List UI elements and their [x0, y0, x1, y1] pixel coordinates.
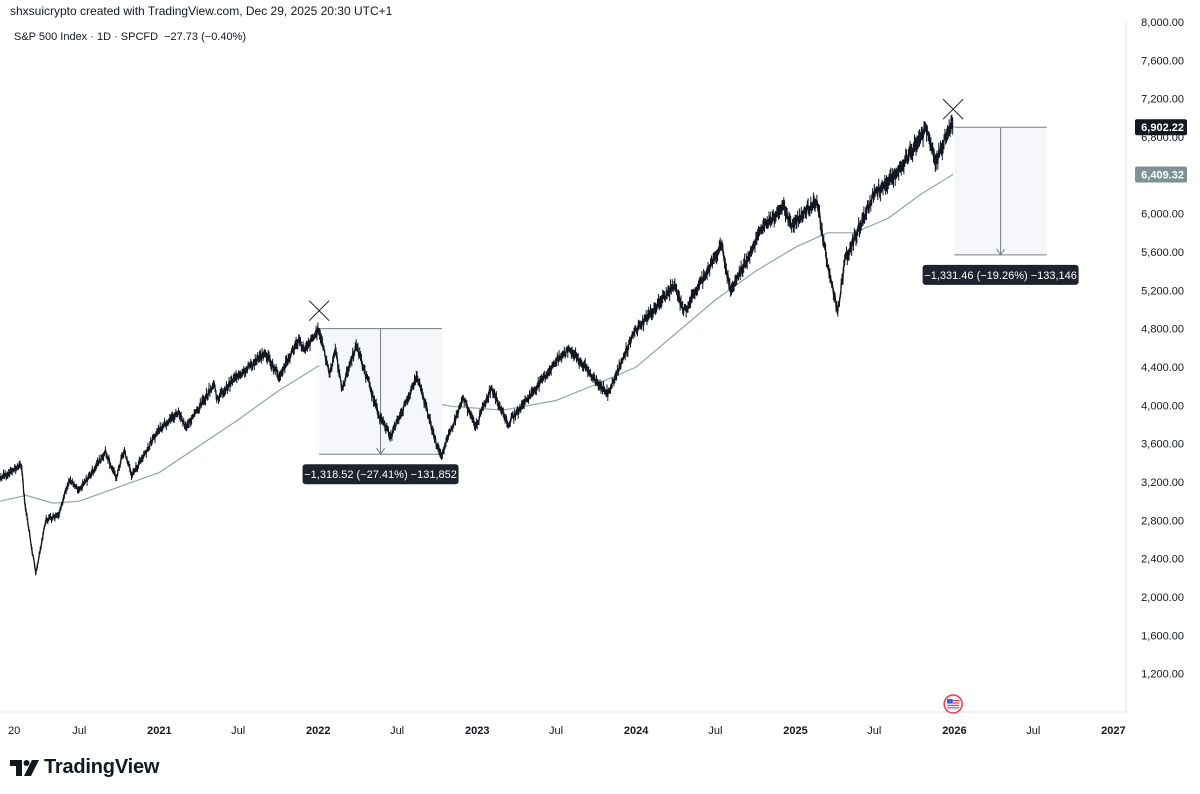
x-tick-label: 2024 — [624, 725, 649, 737]
flag-stripe — [947, 700, 960, 702]
x-tick-label: 2026 — [942, 725, 966, 737]
y-tick-label: 2,000.00 — [1141, 592, 1184, 604]
top-bar: shxsuicrypto created with TradingView.co… — [0, 0, 1200, 22]
x-tick-label: Jul — [231, 725, 245, 737]
x-axis[interactable]: 20 Jul 2021 Jul 2022 Jul 2023 Jul 2024 Jul 2025 Jul… — [8, 725, 1126, 737]
y-tick-label: 6,000.00 — [1141, 209, 1184, 221]
symbol-name: S&P 500 Index · 1D · SPCFD — [14, 31, 159, 43]
us-flag-icon[interactable] — [943, 694, 963, 714]
x-tick-label: 2023 — [465, 725, 489, 737]
y-tick-label: 2,800.00 — [1141, 515, 1184, 527]
symbol-legend[interactable]: S&P 500 Index · 1D · SPCFD −27.73 (−0.40%… — [14, 31, 246, 43]
tradingview-wordmark: TradingView — [44, 756, 160, 778]
y-axis[interactable]: 8,000.007,600.007,200.006,800.006,400.00… — [1141, 17, 1184, 681]
x-tick-label: 2027 — [1101, 725, 1125, 737]
y-tick-label: 4,000.00 — [1141, 400, 1184, 412]
y-tick-label: 2,400.00 — [1141, 554, 1184, 566]
cross-marker-2 — [942, 98, 964, 120]
y-tick-label: 3,200.00 — [1141, 477, 1184, 489]
x-tick-label: Jul — [390, 725, 404, 737]
tradingview-logo-icon — [10, 759, 39, 776]
x-tick-label: 20 — [8, 725, 20, 737]
x-tick-label: 2025 — [783, 725, 807, 737]
flag-stripe — [947, 702, 960, 704]
price-label-box — [1135, 119, 1187, 136]
moving-average-line — [0, 173, 954, 504]
measure-layer: −1,318.52 (−27.41%) −131,852 −1,331.46 (−… — [302, 126, 1079, 485]
measure-label-box — [922, 264, 1079, 285]
cross-marker-1 — [308, 300, 330, 322]
x-tick-label: Jul — [867, 725, 881, 737]
marker-layer — [308, 98, 964, 322]
price-labels: 6,902.22 6,409.32 — [1135, 119, 1187, 183]
measure-label: −1,331.46 (−19.26%) −133,146 — [924, 270, 1077, 282]
y-tick-label: 5,200.00 — [1141, 285, 1184, 297]
chart-credit: shxsuicrypto created with TradingView.co… — [10, 4, 393, 18]
price-series-layer — [0, 114, 954, 576]
measure-arrow-head — [996, 248, 1006, 256]
price-label: 6,902.22 — [1141, 122, 1184, 134]
price-range-measure-1: −1,318.52 (−27.41%) −131,852 — [302, 328, 459, 485]
price-range-measure-2: −1,331.46 (−19.26%) −133,146 — [922, 126, 1079, 285]
price-line — [0, 119, 954, 575]
y-tick-label: 3,600.00 — [1141, 439, 1184, 451]
x-tick-label: 2022 — [306, 725, 330, 737]
y-tick-label: 4,800.00 — [1141, 324, 1184, 336]
x-tick-label: Jul — [72, 725, 86, 737]
moving-average-layer — [0, 173, 954, 504]
y-tick-label: 1,600.00 — [1141, 630, 1184, 642]
measure-label-box — [302, 464, 459, 485]
flag-stripe — [947, 704, 960, 706]
flag-stripe — [947, 707, 960, 709]
y-tick-label: 1,200.00 — [1141, 669, 1184, 681]
price-wicks — [0, 114, 954, 576]
y-tick-label: 7,200.00 — [1141, 94, 1184, 106]
moving_average-label: 6,409.32 — [1141, 169, 1184, 181]
price-change: −27.73 (−0.40%) — [164, 31, 247, 43]
flag-ring — [943, 694, 963, 714]
x-tick-label: Jul — [708, 725, 722, 737]
y-tick-label: 7,600.00 — [1141, 55, 1184, 67]
moving_average-label-box — [1135, 166, 1187, 183]
x-tick-label: Jul — [1026, 725, 1040, 737]
y-tick-label: 8,000.00 — [1141, 17, 1184, 29]
measure-arrow-head — [376, 447, 385, 456]
y-tick-label: 4,400.00 — [1141, 362, 1184, 374]
tradingview-branding[interactable]: TradingView — [10, 756, 159, 779]
flag-canton — [947, 699, 953, 704]
measure-label: −1,318.52 (−27.41%) −131,852 — [304, 469, 457, 481]
y-tick-label: 5,600.00 — [1141, 247, 1184, 259]
x-tick-label: 2021 — [147, 725, 171, 737]
x-tick-label: Jul — [549, 725, 563, 737]
